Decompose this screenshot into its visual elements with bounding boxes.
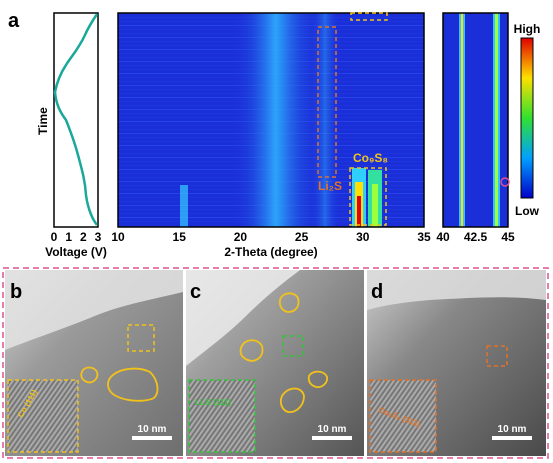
li2s-label: Li₂S [318,179,342,193]
zoom-xtick: 45 [501,230,515,244]
voltage-xtick: 0 [51,230,58,244]
tem-frame [2,267,549,459]
tem-b-box [127,324,155,352]
tem-b-scale: 10 nm [138,424,167,435]
tem-c-particle [279,387,305,413]
voltage-xticks: 0 1 2 3 [51,230,102,244]
tem-c-inset [188,379,256,453]
tem-c-particle [278,292,300,313]
panel-label-a: a [8,10,20,32]
xrd-xtick: 20 [234,230,248,244]
zoom-heatmap: 40 42.5 45 [436,12,515,244]
xrd-xtick: 30 [356,230,370,244]
colorbar-low: Low [515,204,540,218]
panel-label-c: c [190,281,201,303]
xrd-xtick: 25 [295,230,309,244]
voltage-xlabel: Voltage (V) [45,245,107,259]
co9s8-box [349,167,387,226]
co9s8-peaks [352,168,382,227]
tem-c-box [282,335,304,357]
top-box [350,12,388,21]
zoom-xtick: 42.5 [464,230,488,244]
voltage-ylabel: Time [36,107,50,135]
tem-b-particle [80,366,99,384]
tem-d-scale: 10 nm [498,424,527,435]
voltage-plot: Time 0 1 2 3 Voltage (V) [36,12,107,259]
tem-d-box [486,345,508,367]
tem-panel-b: Co (111) 10 nm b [5,270,183,456]
voltage-xtick: 3 [95,230,102,244]
panel-label-b: b [10,281,22,303]
xrd-xtick: 35 [417,230,431,244]
colorbar: High Low [514,22,541,218]
xrd-xtick: 15 [173,230,187,244]
colorbar-high: High [514,22,541,36]
tem-panel-d: Co₉S₈ (311) 10 nm d [367,270,546,456]
zoom-xticks: 40 42.5 45 [436,230,515,244]
xrd-xtick: 10 [111,230,125,244]
voltage-curve [53,13,99,226]
tem-c-inset-label: Li₂S (111) [195,398,231,407]
panel-label-d: d [371,281,383,303]
tem-c-particle [239,339,264,362]
tem-panel-c: Li₂S (111) 10 nm c [186,270,364,456]
li2s-box [317,26,337,178]
tem-b-inset [7,379,79,453]
voltage-xtick: 2 [80,230,87,244]
voltage-xtick: 1 [65,230,72,244]
zoom-xtick: 40 [436,230,450,244]
xrd-xlabel: 2-Theta (degree) [224,245,317,259]
tem-d-inset [369,379,437,453]
co9s8-label: Co₉S₈ [353,151,388,165]
tem-b-particle [107,367,159,402]
tem-c-scale: 10 nm [318,424,347,435]
tem-c-particle [307,370,328,389]
zoom-marker [500,177,510,187]
xrd-heatmap: Li₂S Co₉S₈ 10 15 20 25 30 35 2-Theta (de… [111,12,431,259]
xrd-xticks: 10 15 20 25 30 35 [111,230,431,244]
